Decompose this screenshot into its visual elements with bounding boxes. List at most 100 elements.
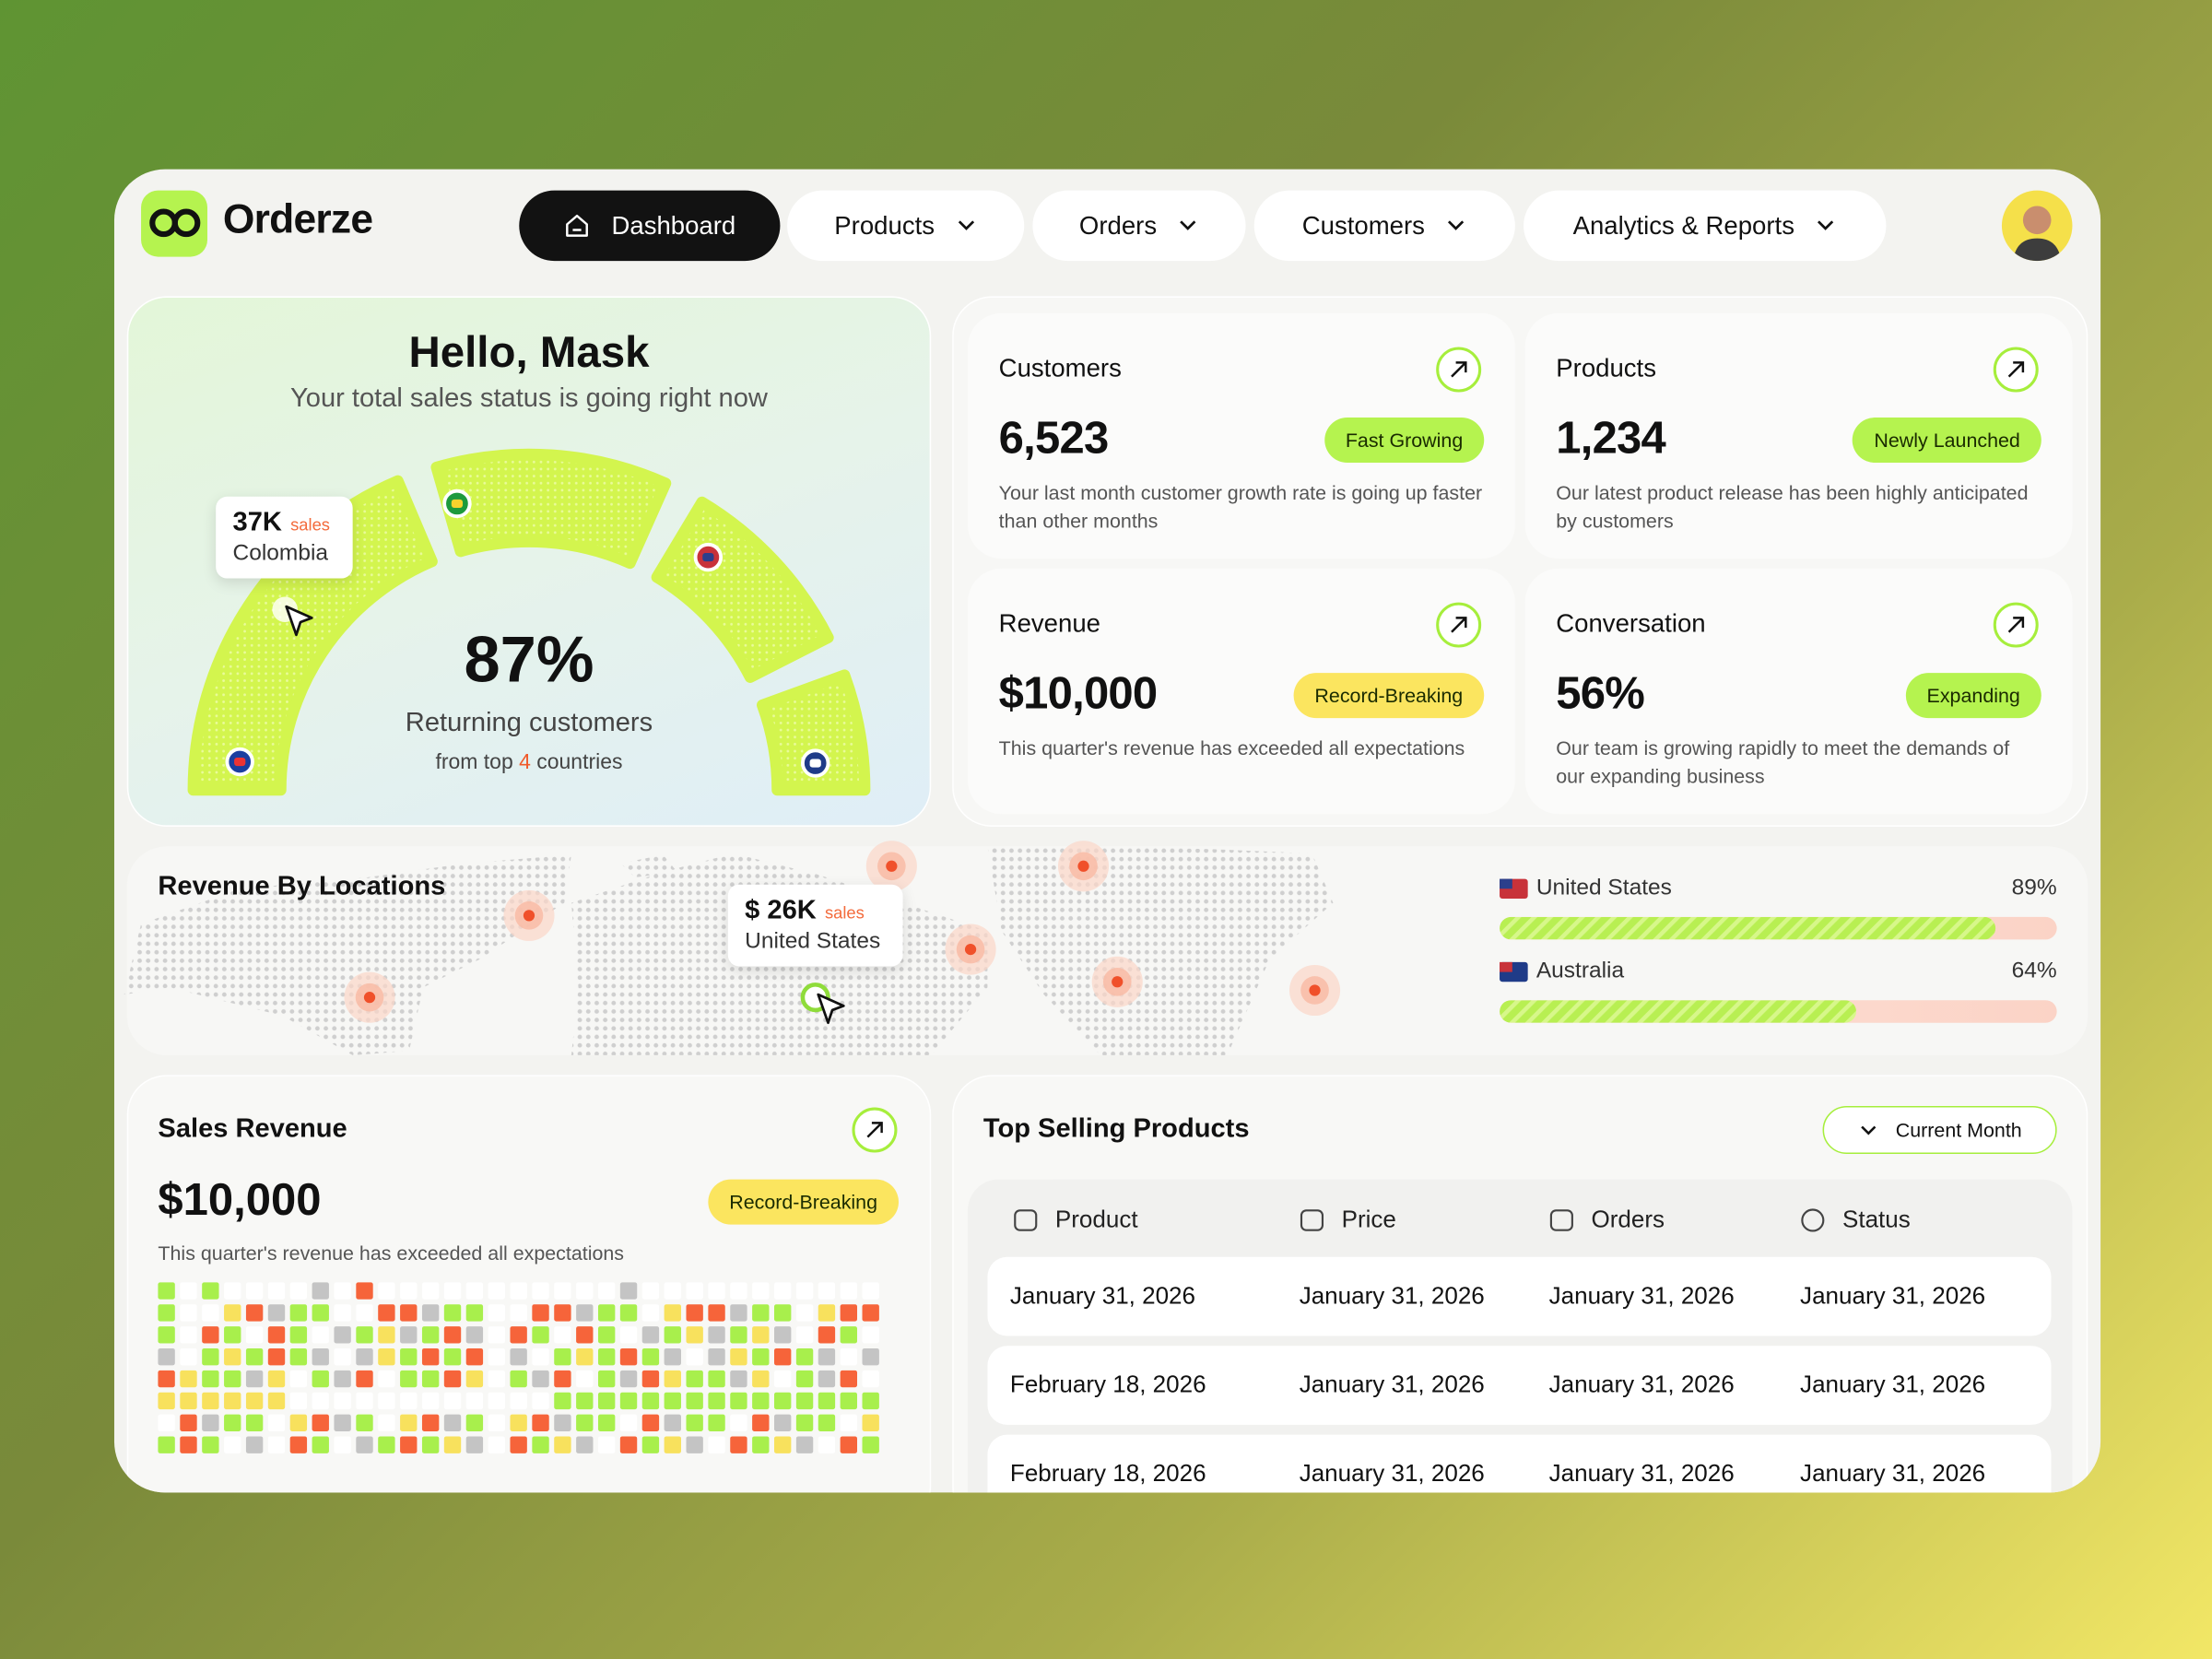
heatmap-cell [510, 1304, 527, 1322]
open-button[interactable] [1993, 347, 2039, 393]
heatmap-cell [245, 1436, 264, 1453]
arrow-glyph [1451, 361, 1467, 378]
heatmap-cell [224, 1326, 241, 1344]
heatmap-cell [312, 1414, 329, 1431]
arrow-icon [1451, 617, 1467, 633]
heatmap-cell [708, 1436, 725, 1453]
heatmap-cell [400, 1392, 418, 1410]
heatmap-cell [840, 1392, 857, 1410]
nav-item[interactable]: Dashboard [519, 190, 781, 262]
heatmap-cell [488, 1347, 505, 1366]
heatmap-cell [356, 1436, 373, 1453]
open-button[interactable] [1993, 602, 2039, 648]
heatmap-cell [840, 1414, 857, 1431]
footnote-text: from top [435, 750, 513, 775]
heatmap-cell [356, 1370, 373, 1388]
nav-item[interactable]: Analytics & Reports [1524, 190, 1887, 262]
heatmap-cell [576, 1347, 594, 1366]
heatmap-cell [730, 1414, 747, 1431]
table-cell: February 18, 2026 [1009, 1371, 1206, 1398]
location-name: United States [1535, 876, 1672, 900]
nav-item[interactable]: Customers [1253, 190, 1515, 262]
chevron-glyph [1860, 1124, 1877, 1135]
hotspot [523, 910, 535, 922]
heatmap-cell [664, 1392, 681, 1410]
sales-description: This quarter's revenue has exceeded all … [158, 1241, 625, 1265]
heatmap-cell [224, 1282, 241, 1300]
heatmap-cell [619, 1304, 638, 1322]
home-icon [566, 214, 589, 237]
heatmap-cell [510, 1436, 527, 1453]
open-button[interactable] [852, 1107, 898, 1153]
progress-bar [1500, 1000, 1856, 1023]
heatmap-cell [795, 1436, 814, 1453]
stat-title: Customers [998, 354, 1122, 382]
cursor [285, 605, 313, 637]
tooltip-line: 37K sales [233, 508, 336, 539]
table-cell: January 31, 2026 [1800, 1371, 1986, 1398]
heatmap-cell [378, 1304, 395, 1322]
heatmap-cell [312, 1326, 329, 1344]
location-name: Australia [1535, 959, 1625, 983]
hotspot [1309, 984, 1321, 996]
gauge-caption: Returning customers [405, 708, 653, 738]
chevron-glyph [1180, 220, 1196, 230]
flag-icon [1500, 961, 1528, 982]
stat-badge: Fast Growing [1324, 418, 1485, 464]
avatar[interactable] [2001, 190, 2073, 262]
heatmap [158, 1282, 879, 1453]
heatmap-cell [840, 1282, 857, 1300]
cursor [817, 993, 845, 1025]
heatmap-cell [840, 1326, 857, 1344]
heatmap-cell [686, 1392, 703, 1410]
heatmap-cell [245, 1304, 264, 1322]
icon-shape [1549, 1209, 1573, 1231]
heatmap-cell [443, 1436, 462, 1453]
heatmap-cell [267, 1370, 286, 1388]
nav-item[interactable]: Orders [1032, 190, 1246, 262]
logo-ring [171, 208, 201, 238]
location-percent: 64% [2011, 959, 2057, 983]
heatmap-cell [488, 1304, 505, 1322]
icon-shape [1801, 1208, 1825, 1232]
heatmap-cell [686, 1304, 703, 1322]
heatmap-cell [421, 1282, 440, 1300]
table-cell: January 31, 2026 [1548, 1371, 1735, 1398]
gauge-footnote: from top 4 countries [317, 750, 740, 774]
table-cell: January 31, 2026 [1299, 1371, 1485, 1398]
flag-mark [234, 757, 246, 767]
heatmap-cell [158, 1436, 175, 1453]
heatmap-cell [532, 1282, 549, 1300]
heatmap-cell [641, 1370, 660, 1388]
nav-item[interactable]: Products [787, 190, 1025, 262]
heatmap-cell [421, 1326, 440, 1344]
heatmap-cell [818, 1436, 836, 1453]
heatmap-cell [795, 1347, 814, 1366]
heatmap-cell [818, 1347, 836, 1366]
heatmap-cell [554, 1304, 571, 1322]
heatmap-cell [619, 1282, 638, 1300]
heatmap-cell [795, 1392, 814, 1410]
heatmap-cell [619, 1414, 638, 1431]
month-filter[interactable]: Current Month [1822, 1105, 2057, 1155]
heatmap-cell [465, 1326, 484, 1344]
tooltip-unit: sales [290, 514, 330, 535]
column-header: Orders [1591, 1206, 1665, 1233]
heatmap-cell [465, 1436, 484, 1453]
heatmap-cell [289, 1392, 308, 1410]
heatmap-cell [554, 1436, 571, 1453]
heatmap-cell [773, 1392, 792, 1410]
heatmap-cell [180, 1326, 197, 1344]
heatmap-cell [818, 1370, 836, 1388]
chevron [958, 220, 974, 230]
heatmap-cell [180, 1304, 197, 1322]
map-tooltip: $ 26K sales United States [727, 884, 903, 967]
progress-fill [1500, 1000, 1856, 1023]
heatmap-cell [158, 1304, 175, 1322]
heatmap-cell [510, 1392, 527, 1410]
open-button[interactable] [1436, 602, 1482, 648]
heatmap-cell [708, 1347, 725, 1366]
open-button[interactable] [1436, 347, 1482, 393]
heatmap-cell [641, 1282, 660, 1300]
heatmap-cell [180, 1370, 197, 1388]
